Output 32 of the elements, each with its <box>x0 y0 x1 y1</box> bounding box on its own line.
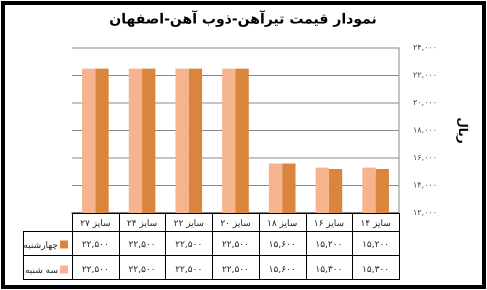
y-axis-title: ریال <box>456 117 470 144</box>
data-label: ۲۲,۵۰۰ <box>175 264 202 275</box>
y-tick-label: ۱۴,۰۰۰ <box>412 180 438 190</box>
y-tick-label: ۱۶,۰۰۰ <box>412 153 438 162</box>
x-tick-label: سایز ۱۶ <box>314 218 344 229</box>
data-label: ۲۲,۵۰۰ <box>175 240 202 250</box>
data-label: ۲۲,۵۰۰ <box>128 264 156 275</box>
x-tick-label: سایز ۲۴ <box>126 218 158 229</box>
data-label: ۲۲,۵۰۰ <box>82 240 109 250</box>
x-tick-label: سایز ۱۴ <box>360 218 391 229</box>
data-label: ۱۵,۶۰۰ <box>268 240 296 250</box>
y-tick-label: ۲۴,۰۰۰ <box>412 43 438 52</box>
data-label: ۱۵,۳۰۰ <box>315 264 342 275</box>
legend-label: سه شنبه <box>24 266 58 276</box>
legend-label: چهارشنبه <box>23 240 58 251</box>
data-label: ۲۲,۵۰۰ <box>222 264 249 275</box>
x-tick-label: سایز ۲۰ <box>220 218 251 229</box>
data-label: ۲۲,۵۰۰ <box>128 240 156 250</box>
y-tick-label: ۱۲,۰۰۰ <box>412 208 438 218</box>
data-label: ۱۵,۶۰۰ <box>268 264 296 275</box>
chart-title: نمودار قیمت تیرآهن-ذوب آهن-اصفهان <box>109 10 377 28</box>
data-label: ۲۲,۵۰۰ <box>222 240 249 250</box>
data-label: ۱۵,۳۰۰ <box>362 264 390 275</box>
x-tick-label: سایز ۱۸ <box>267 218 298 229</box>
data-label: ۱۵,۲۰۰ <box>362 240 390 250</box>
x-tick-label: سایز ۲۲ <box>174 218 204 229</box>
data-label: ۱۵,۲۰۰ <box>315 240 342 250</box>
x-tick-label: سایز ۲۷ <box>80 218 111 229</box>
data-label: ۲۲,۵۰۰ <box>82 264 109 275</box>
y-tick-label: ۱۸,۰۰۰ <box>412 126 438 135</box>
y-tick-label: ۲۲,۰۰۰ <box>412 70 438 80</box>
y-tick-label: ۲۰,۰۰۰ <box>412 98 438 108</box>
